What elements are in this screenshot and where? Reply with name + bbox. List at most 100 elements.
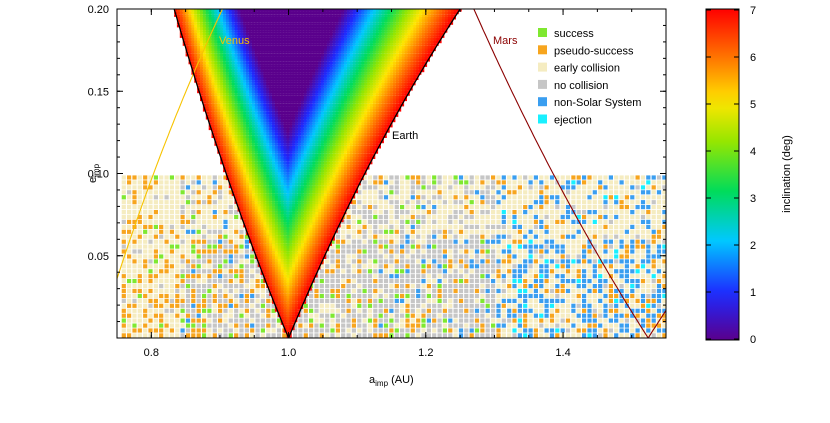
sample-marker <box>367 284 373 289</box>
sample-marker <box>544 175 549 180</box>
earth-region-cell <box>249 151 255 154</box>
earth-region-cell <box>246 103 252 107</box>
earth-region-cell <box>246 90 252 94</box>
earth-region-cell <box>237 95 243 99</box>
earth-region-cell <box>240 174 246 178</box>
sample-marker <box>202 288 207 294</box>
earth-region-cell <box>249 95 255 99</box>
earth-region-cell <box>243 219 249 223</box>
sample-marker <box>373 185 378 190</box>
sample-marker <box>539 244 544 249</box>
sample-marker <box>592 214 597 220</box>
sample-marker <box>448 288 453 294</box>
sample-marker <box>143 239 148 244</box>
earth-region-cell <box>217 145 223 149</box>
sample-marker <box>432 214 437 220</box>
sample-marker <box>132 239 137 244</box>
sample-marker <box>169 234 174 239</box>
earth-region-cell <box>234 85 240 88</box>
sample-marker <box>421 333 426 338</box>
earth-region-cell <box>231 148 237 152</box>
sample-marker <box>212 303 217 308</box>
earth-region-cell <box>200 98 206 102</box>
earth-region-cell <box>251 45 258 49</box>
sample-marker <box>132 229 137 234</box>
sample-marker <box>485 200 490 205</box>
sample-marker <box>143 318 148 323</box>
sample-marker <box>196 274 201 279</box>
sample-marker <box>426 279 431 284</box>
earth-region-cell <box>228 56 234 59</box>
sample-marker <box>603 214 608 220</box>
sample-marker <box>485 249 490 254</box>
sample-marker <box>448 219 453 224</box>
earth-region-cell <box>228 43 234 46</box>
earth-region-cell <box>254 61 260 65</box>
sample-marker <box>480 180 485 185</box>
earth-region-cell <box>234 161 240 165</box>
sample-marker <box>646 269 651 274</box>
sample-marker <box>346 288 351 294</box>
sample-marker <box>437 303 442 308</box>
sample-marker <box>175 323 180 328</box>
earth-region-cell <box>246 177 252 181</box>
sample-marker <box>640 244 646 249</box>
sample-marker <box>565 328 571 333</box>
sample-marker <box>250 328 255 333</box>
sample-marker <box>528 195 533 200</box>
sample-marker <box>458 333 464 338</box>
earth-region-cell <box>220 140 226 144</box>
earth-region-cell <box>243 138 249 141</box>
sample-marker <box>432 298 437 303</box>
sample-marker <box>656 234 662 239</box>
sample-marker <box>426 205 431 210</box>
earth-region-cell <box>251 206 258 209</box>
earth-region-cell <box>225 103 232 107</box>
sample-marker <box>405 190 410 195</box>
sample-marker <box>330 269 335 274</box>
sample-marker <box>357 214 362 220</box>
sample-marker <box>630 259 635 264</box>
sample-marker <box>464 293 469 299</box>
sample-marker <box>448 200 453 205</box>
sample-marker <box>378 190 383 195</box>
earth-region-cell <box>225 124 232 128</box>
sample-marker <box>335 239 340 244</box>
earth-region-cell <box>234 45 240 49</box>
earth-region-cell <box>249 103 255 107</box>
sample-marker <box>367 195 373 200</box>
earth-region-cell <box>246 174 252 178</box>
sample-marker <box>619 219 624 224</box>
earth-region-cell <box>194 24 200 28</box>
earth-region-cell <box>214 48 220 52</box>
earth-region-cell <box>243 211 249 215</box>
sample-marker <box>640 264 646 269</box>
sample-marker <box>421 195 426 200</box>
earth-region-cell <box>228 182 234 186</box>
sample-marker <box>351 313 356 318</box>
sample-marker <box>544 185 549 190</box>
sample-marker <box>153 180 158 185</box>
sample-marker <box>464 298 469 303</box>
earth-region-cell <box>231 188 237 191</box>
earth-region-cell <box>217 124 223 128</box>
sample-marker <box>378 210 383 215</box>
sample-marker <box>565 274 571 279</box>
sample-marker <box>421 190 426 195</box>
sample-marker <box>662 328 666 333</box>
sample-marker <box>533 293 538 299</box>
earth-region-cell <box>234 174 240 178</box>
sample-marker <box>614 219 619 224</box>
sample-marker <box>132 214 137 220</box>
sample-marker <box>357 323 362 328</box>
earth-region-cell <box>223 56 229 59</box>
sample-marker <box>646 303 651 308</box>
sample-marker <box>501 333 506 338</box>
sample-marker <box>426 214 431 220</box>
sample-marker <box>298 333 303 338</box>
earth-region-cell <box>251 22 258 25</box>
sample-marker <box>341 229 346 234</box>
sample-marker <box>544 219 549 224</box>
earth-region-cell <box>254 90 260 94</box>
sample-marker <box>501 234 506 239</box>
